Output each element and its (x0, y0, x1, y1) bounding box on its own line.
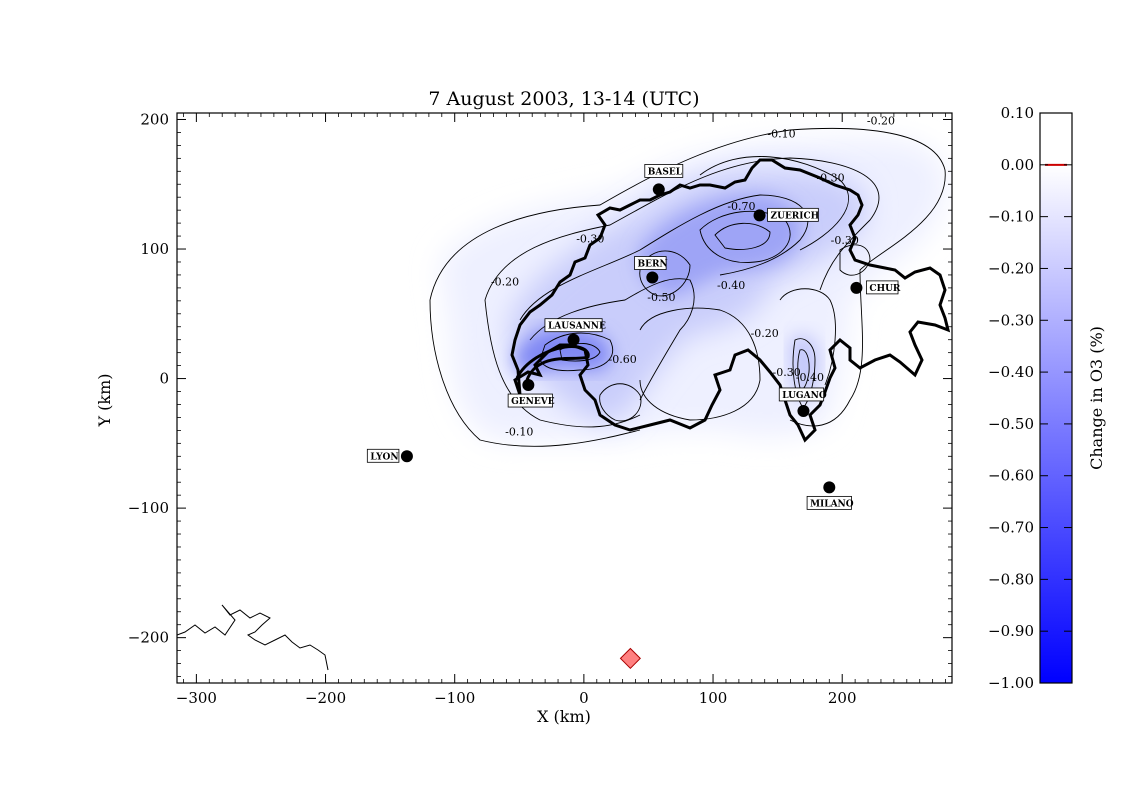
city-dot (567, 333, 580, 346)
city-label-box (507, 393, 553, 408)
city-label-box (806, 495, 852, 510)
colorbar-tick-label: 0.00 (1001, 156, 1034, 174)
contour-labels: -0.10 -0.20 -0.30 -0.70 -0.30 -0.30 -0.20 -0.40… (491, 115, 895, 439)
city-label: LYON (370, 452, 398, 462)
colorbar-title: Change in O3 (%) (1087, 326, 1106, 470)
y-tick-label: 100 (140, 240, 169, 258)
colorbar: 0.10 0.00 −0.10 −0.20 −0.30 −0.40 −0.50 −0.60 −0… (988, 104, 1106, 692)
city-label: LAUSANNE (548, 322, 606, 332)
colorbar-tick-label: −0.80 (988, 570, 1034, 588)
chart-title: 7 August 2003, 13-14 (UTC) (428, 88, 699, 110)
colorbar-ticks: 0.10 0.00 −0.10 −0.20 −0.30 −0.40 −0.50 −0.60 −0… (988, 104, 1072, 692)
city-label-box (767, 207, 819, 222)
marker-diamond (619, 647, 641, 669)
y-tick-label: −100 (128, 499, 169, 517)
contour-label: -0.10 (505, 426, 533, 439)
city-dot (646, 271, 659, 284)
colorbar-tick-label: 0.10 (1001, 104, 1034, 122)
colorbar-frame (1039, 112, 1073, 684)
city-lugano: LUGANO (778, 387, 827, 417)
city-markers: BASEL ZUERICH BERN CHUR LAUSANNE GENEVE LUGANO… (366, 164, 901, 510)
city-label: GENEVE (511, 397, 555, 407)
city-milano: MILANO (806, 481, 854, 510)
city-dot (797, 404, 810, 417)
y-tick-label: 0 (159, 370, 169, 388)
plot-frame (176, 112, 953, 684)
colorbar-tick-label: −0.40 (988, 363, 1034, 381)
city-label-box (644, 164, 684, 178)
x-tick-label: −100 (434, 689, 475, 707)
contour-label: -0.50 (647, 291, 675, 304)
city-label: BERN (638, 260, 668, 270)
x-tick-label: 200 (828, 689, 857, 707)
x-tick-label: −200 (305, 689, 346, 707)
colorbar-tick-label: −0.70 (988, 519, 1034, 537)
contour-label: -0.40 (796, 371, 824, 384)
city-dot (652, 183, 665, 196)
city-dot (522, 379, 535, 392)
city-dot (850, 281, 863, 294)
city-dot (400, 450, 413, 463)
lake-geneva (515, 345, 590, 381)
city-dot (823, 481, 836, 494)
plot-area: -0.10 -0.20 -0.30 -0.70 -0.30 -0.30 -0.20 -0.40… (177, 115, 951, 671)
contour-label: -0.20 (867, 115, 895, 128)
contour-label: -0.30 (773, 366, 801, 379)
city-zuerich: ZUERICH (753, 207, 820, 222)
colorbar-tick-label: −0.50 (988, 415, 1034, 433)
colorbar-tick-label: −1.00 (988, 674, 1034, 692)
country-border (510, 158, 951, 443)
contour-label: -0.40 (717, 279, 745, 292)
contour-label: -0.10 (767, 128, 795, 141)
city-label-box (634, 256, 667, 270)
city-label: BASEL (648, 167, 683, 177)
contour-label: -0.70 (727, 200, 755, 213)
colorbar-tick-label: −0.60 (988, 467, 1034, 485)
x-tick-label: 0 (579, 689, 589, 707)
city-label: CHUR (869, 284, 901, 294)
contour-label: -0.30 (816, 172, 844, 185)
city-bern: BERN (634, 256, 668, 284)
city-label-box (778, 387, 825, 402)
y-axis-title: Y (km) (95, 374, 114, 428)
city-dot (753, 209, 766, 222)
source-marker (619, 647, 641, 669)
colorbar-positive-band (1040, 113, 1072, 165)
contour-label: -0.30 (831, 234, 859, 247)
city-lausanne: LAUSANNE (544, 318, 606, 346)
colorbar-tick-label: −0.20 (988, 259, 1034, 277)
city-label-box (366, 448, 400, 463)
contour-label: -0.60 (609, 353, 637, 366)
x-tick-label: −300 (176, 689, 217, 707)
colorbar-gradient (1040, 113, 1072, 683)
city-label-box (544, 318, 603, 333)
city-label: ZUERICH (771, 211, 820, 221)
city-geneve: GENEVE (507, 379, 555, 408)
city-label-box (866, 280, 899, 295)
y-tick-label: 200 (140, 110, 169, 128)
city-basel: BASEL (644, 164, 684, 196)
city-label: LUGANO (782, 391, 827, 401)
colorbar-tick-label: −0.30 (988, 311, 1034, 329)
contour-label: -0.30 (576, 233, 604, 246)
coastline (177, 604, 329, 671)
y-tick-label: −200 (128, 629, 169, 647)
city-label: MILANO (810, 499, 854, 509)
contour-label: -0.20 (751, 327, 779, 340)
contour-label: -0.20 (491, 275, 519, 288)
colorbar-tick-label: −0.10 (988, 208, 1034, 226)
city-lyon: LYON (366, 448, 413, 463)
colorbar-tick-label: −0.90 (988, 622, 1034, 640)
city-chur: CHUR (850, 280, 901, 295)
map-axes: −300 −200 −100 0 100 200 200 100 0 −100 −200 (128, 110, 952, 707)
x-axis-title: X (km) (537, 707, 591, 726)
x-tick-label: 100 (699, 689, 728, 707)
